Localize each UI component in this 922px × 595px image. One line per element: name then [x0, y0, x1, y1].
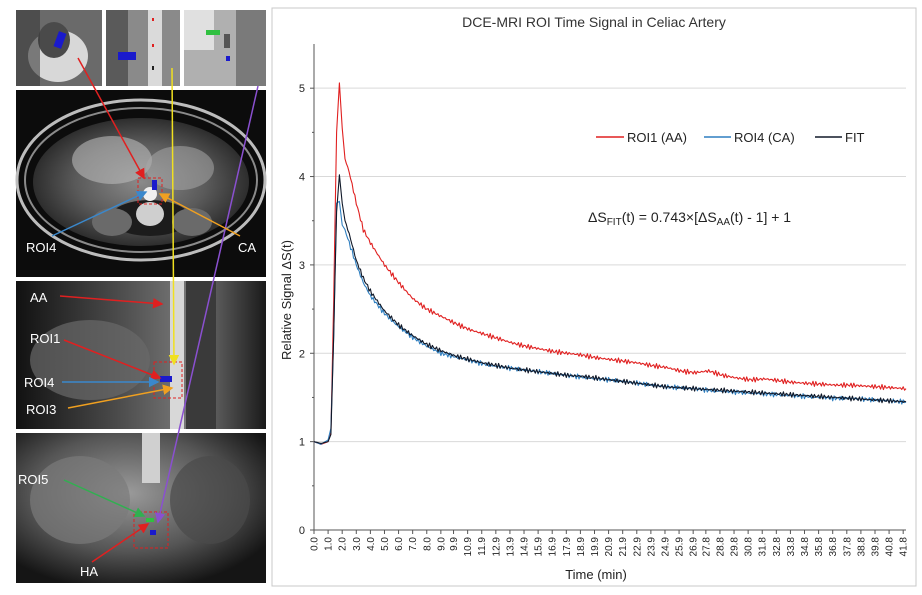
x-tick-label: 36.8	[828, 537, 839, 557]
x-tick-label: 4.0	[366, 537, 377, 551]
roi1-arrow	[63, 339, 162, 380]
x-tick-label: 38.8	[856, 537, 867, 557]
eq-mid: (t) = 0.743×[ΔS	[622, 209, 717, 225]
x-tick-label: 39.8	[870, 537, 881, 557]
yellow-arrow-inset	[168, 67, 180, 366]
x-axis-label: Time (min)	[565, 567, 627, 582]
x-tick-label: 13.9	[505, 537, 516, 557]
x-tick-label: 9.9	[449, 537, 460, 551]
series-line-roi1-aa	[313, 82, 907, 445]
aa-label: AA	[30, 290, 48, 305]
x-tick-label: 41.8	[899, 537, 910, 557]
x-tick-label: 27.8	[701, 537, 712, 557]
x-tick-label: 6.0	[394, 537, 405, 551]
x-tick-label: 1.0	[324, 537, 335, 551]
x-tick-label: 22.9	[632, 537, 643, 557]
legend-label-fit: FIT	[845, 130, 865, 145]
x-tick-label: 11.9	[477, 537, 488, 556]
red-arrow-inset	[77, 57, 145, 180]
series-lines	[313, 82, 907, 445]
eq-rhs: (t) - 1] + 1	[730, 209, 791, 225]
x-tick-label: 2.0	[338, 537, 349, 551]
zoom-inset-3	[184, 10, 266, 86]
x-tick-label: 18.9	[576, 537, 587, 557]
eq-lhs: ΔS	[588, 209, 607, 225]
x-tick-label: 28.8	[715, 537, 726, 557]
y-tick-label: 3	[299, 260, 305, 272]
zoom-inset-2	[106, 10, 180, 86]
chart-title: DCE-MRI ROI Time Signal in Celiac Artery	[462, 14, 726, 30]
roi4-axial-arrow	[51, 191, 148, 237]
aa-arrow	[59, 295, 164, 309]
series-line-roi4-ca	[313, 200, 907, 445]
x-axis-ticks: 0.0 1.0 2.0 3.0 4.0 5.0 6.0 7.0 8.0 9.0 9.9 10.9 11.…	[310, 530, 910, 556]
x-tick-label: 5.0	[380, 537, 391, 551]
x-tick-label: 19.9	[590, 537, 601, 557]
x-tick-label: 21.9	[618, 537, 629, 557]
roi5-label: ROI5	[18, 472, 48, 487]
x-tick-label: 15.9	[534, 537, 545, 557]
x-tick-label: 24.9	[660, 537, 671, 557]
x-tick-label: 40.8	[885, 537, 896, 557]
x-tick-label: 7.0	[408, 537, 419, 551]
roi1-label: ROI1	[30, 331, 60, 346]
x-tick-label: 30.8	[744, 537, 755, 557]
x-tick-label: 35.8	[814, 537, 825, 557]
x-tick-label: 29.8	[730, 537, 741, 557]
y-axis-ticks: 0 1 2 3 4 5	[299, 83, 314, 537]
x-tick-label: 20.9	[604, 537, 615, 557]
y-tick-label: 2	[299, 348, 305, 360]
x-tick-label: 34.8	[800, 537, 811, 557]
y-tick-label: 4	[299, 172, 305, 184]
roi4-axial-label: ROI4	[26, 240, 56, 255]
purple-arrow-inset	[154, 85, 259, 524]
ca-label: CA	[238, 240, 256, 255]
x-tick-label: 3.0	[352, 537, 363, 551]
x-tick-label: 17.9	[562, 537, 573, 557]
zoom-inset-1	[16, 10, 102, 86]
x-tick-label: 9.0	[436, 537, 447, 551]
fit-equation: ΔSFIT(t) = 0.743×[ΔSAA(t) - 1] + 1	[588, 209, 791, 228]
x-tick-label: 12.9	[491, 537, 502, 557]
gridlines	[314, 87, 906, 443]
roi3-arrow	[67, 384, 174, 409]
coronal-mri-panel	[16, 433, 266, 583]
y-tick-label: 0	[299, 525, 305, 537]
y-tick-label: 1	[299, 437, 305, 449]
roi4-sag-label: ROI4	[24, 375, 54, 390]
roi5-arrow	[63, 479, 146, 518]
eq-lhs-sub: FIT	[607, 217, 622, 228]
roi3-label: ROI3	[26, 402, 56, 417]
ha-label: HA	[80, 564, 98, 579]
eq-mid-sub: AA	[717, 217, 731, 228]
x-tick-label: 0.0	[310, 537, 321, 551]
x-tick-label: 31.8	[758, 537, 769, 557]
ca-arrow	[158, 193, 241, 237]
x-tick-label: 32.8	[772, 537, 783, 557]
ha-arrow	[91, 523, 150, 563]
x-tick-label: 8.0	[422, 537, 433, 551]
x-tick-label: 37.8	[842, 537, 853, 557]
y-tick-label: 5	[299, 83, 305, 95]
axial-mri-panel	[15, 90, 267, 277]
mri-panels: ROI4 CA AA ROI1 ROI4 ROI3 ROI5 HA	[15, 10, 267, 583]
legend-label-roi4: ROI4 (CA)	[734, 130, 795, 145]
chart-frame	[271, 7, 917, 587]
x-tick-label: 25.9	[675, 537, 686, 557]
series-line-fit	[313, 174, 907, 444]
x-tick-label: 33.8	[786, 537, 797, 557]
legend: ROI1 (AA) ROI4 (CA) FIT	[596, 130, 865, 145]
x-tick-label: 26.9	[689, 537, 700, 557]
x-tick-label: 23.9	[646, 537, 657, 557]
x-tick-label: 16.9	[548, 537, 559, 557]
y-axis-label: Relative Signal ΔS(t)	[279, 240, 294, 360]
x-tick-label: 14.9	[520, 537, 531, 557]
x-tick-label: 10.9	[463, 537, 474, 557]
chart-panel: DCE-MRI ROI Time Signal in Celiac Artery…	[271, 7, 917, 587]
legend-label-roi1: ROI1 (AA)	[627, 130, 687, 145]
